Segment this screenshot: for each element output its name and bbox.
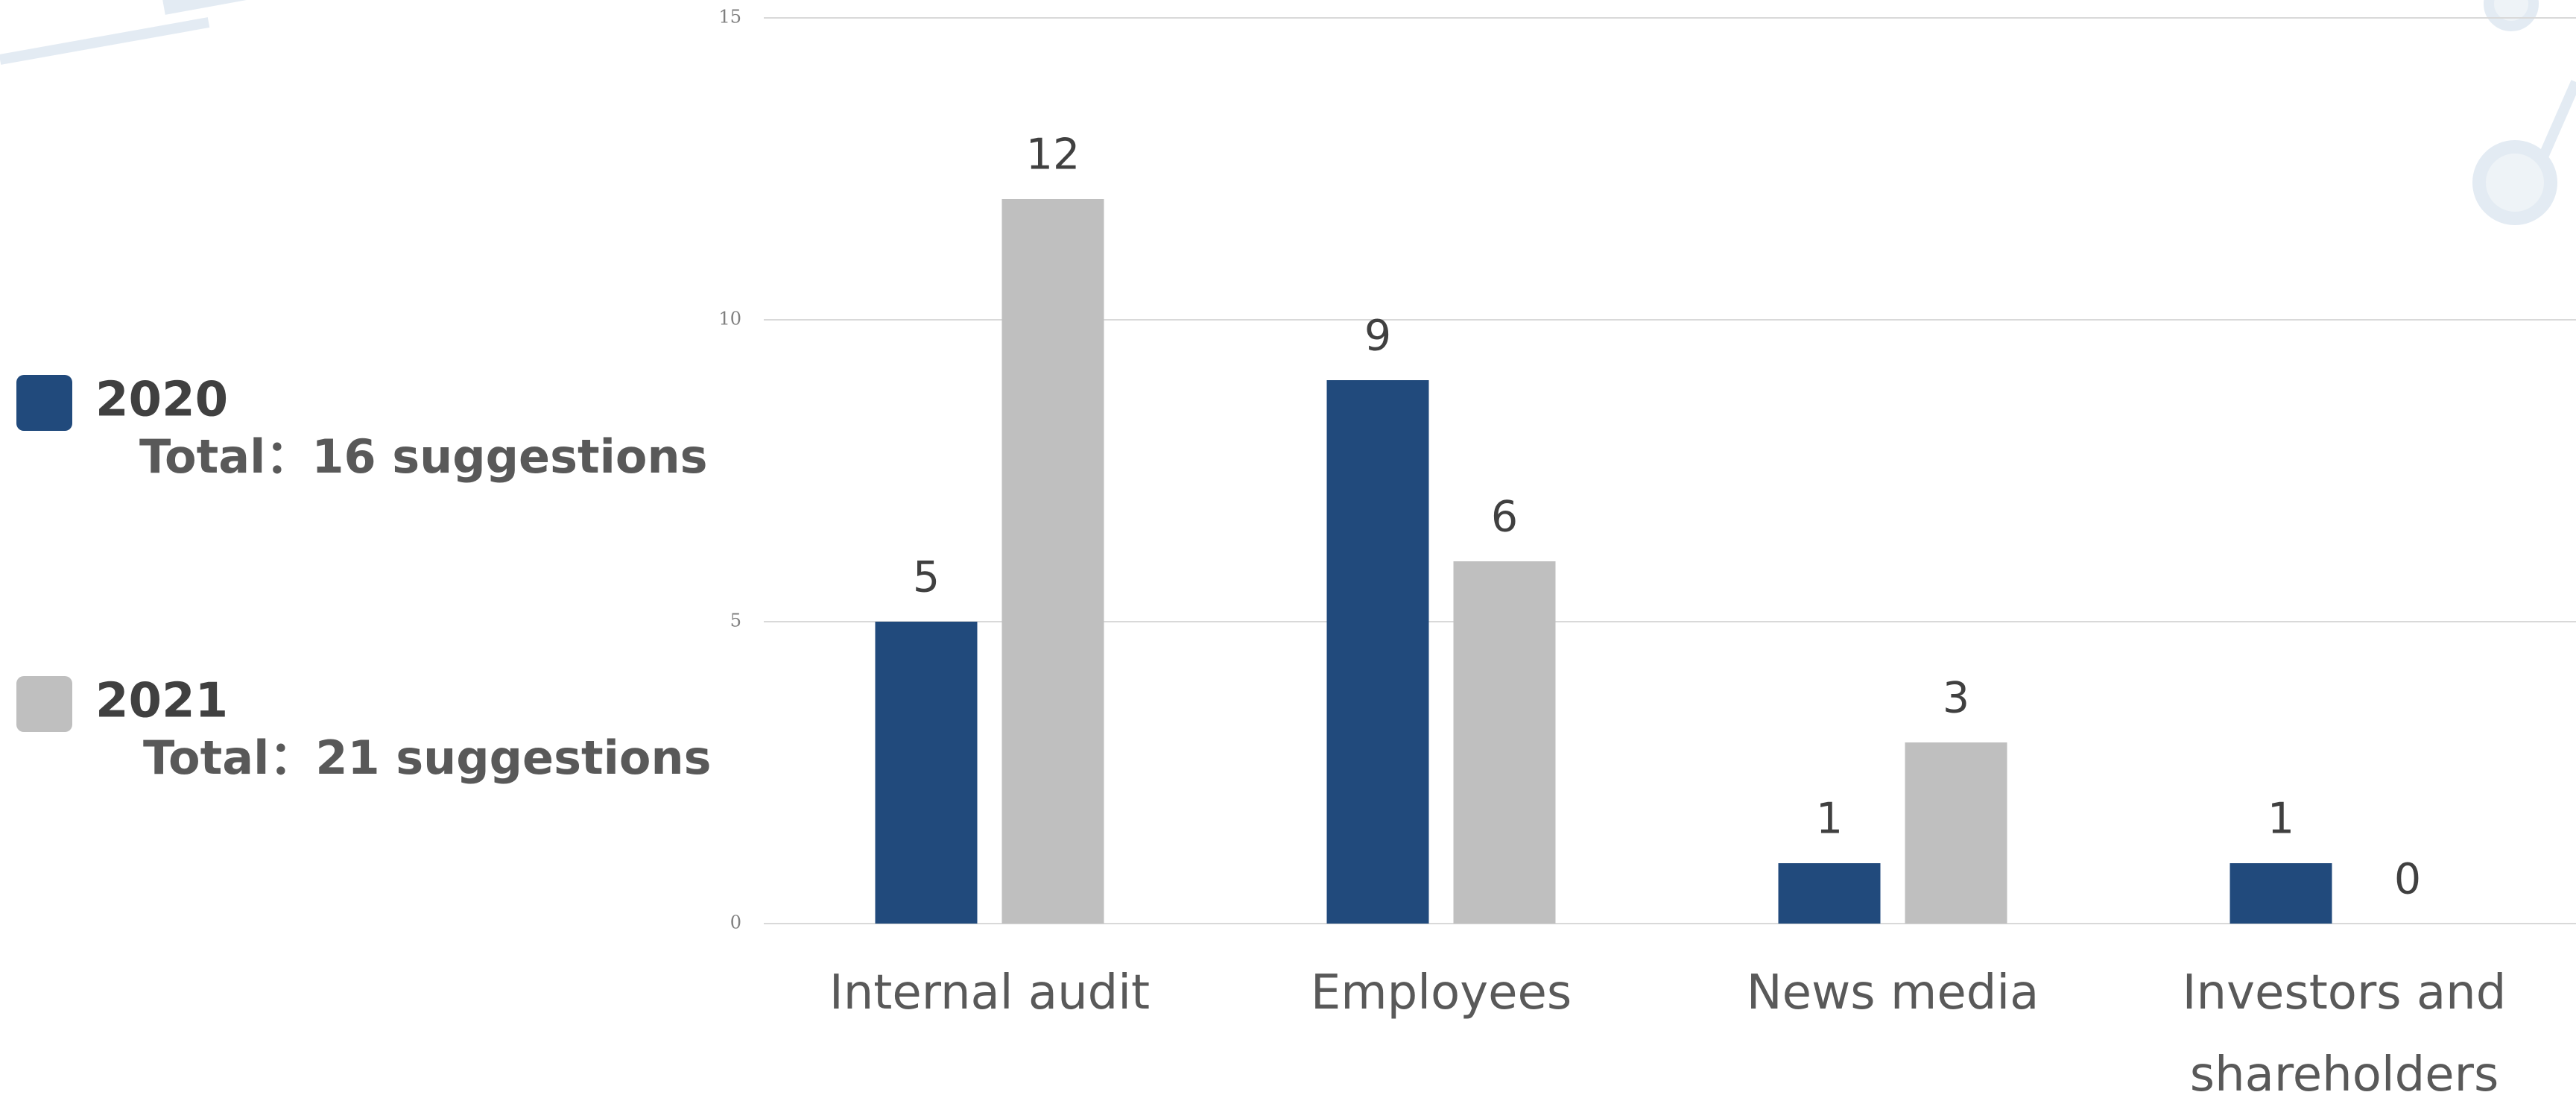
y-tick-label: 10 [718, 309, 741, 329]
data-label: 1 [2268, 795, 2294, 844]
data-label: 5 [913, 553, 940, 602]
data-label: 3 [1943, 674, 1969, 723]
data-label: 0 [2394, 855, 2421, 904]
legend-swatch [16, 375, 72, 431]
legend-total: Total：16 suggestions [139, 429, 708, 484]
x-tick-label: News media [1746, 965, 2039, 1020]
data-label: 1 [1816, 795, 1843, 844]
bar [2230, 863, 2332, 924]
data-label: 12 [1026, 130, 1080, 180]
x-tick-label: Investors and shareholders [2182, 965, 2507, 1098]
x-tick-label: Employees [1310, 965, 1572, 1020]
bar [1001, 199, 1104, 924]
bar [1326, 380, 1429, 924]
bar [1778, 863, 1881, 924]
x-tick-label: Internal audit [829, 965, 1151, 1020]
y-tick-label: 0 [730, 912, 741, 933]
legend-total: Total：21 suggestions [143, 731, 712, 785]
data-label: 9 [1364, 312, 1391, 361]
legend-label: 2021 [95, 674, 228, 729]
y-tick-label: 15 [718, 7, 741, 28]
legend-swatch [16, 676, 72, 732]
decoration [0, 0, 2576, 225]
data-label: 6 [1491, 493, 1518, 542]
bar [1453, 561, 1556, 924]
legend-label: 2020 [95, 373, 228, 428]
bar [1905, 742, 2007, 924]
bar [875, 622, 978, 924]
y-tick-label: 5 [730, 610, 741, 631]
